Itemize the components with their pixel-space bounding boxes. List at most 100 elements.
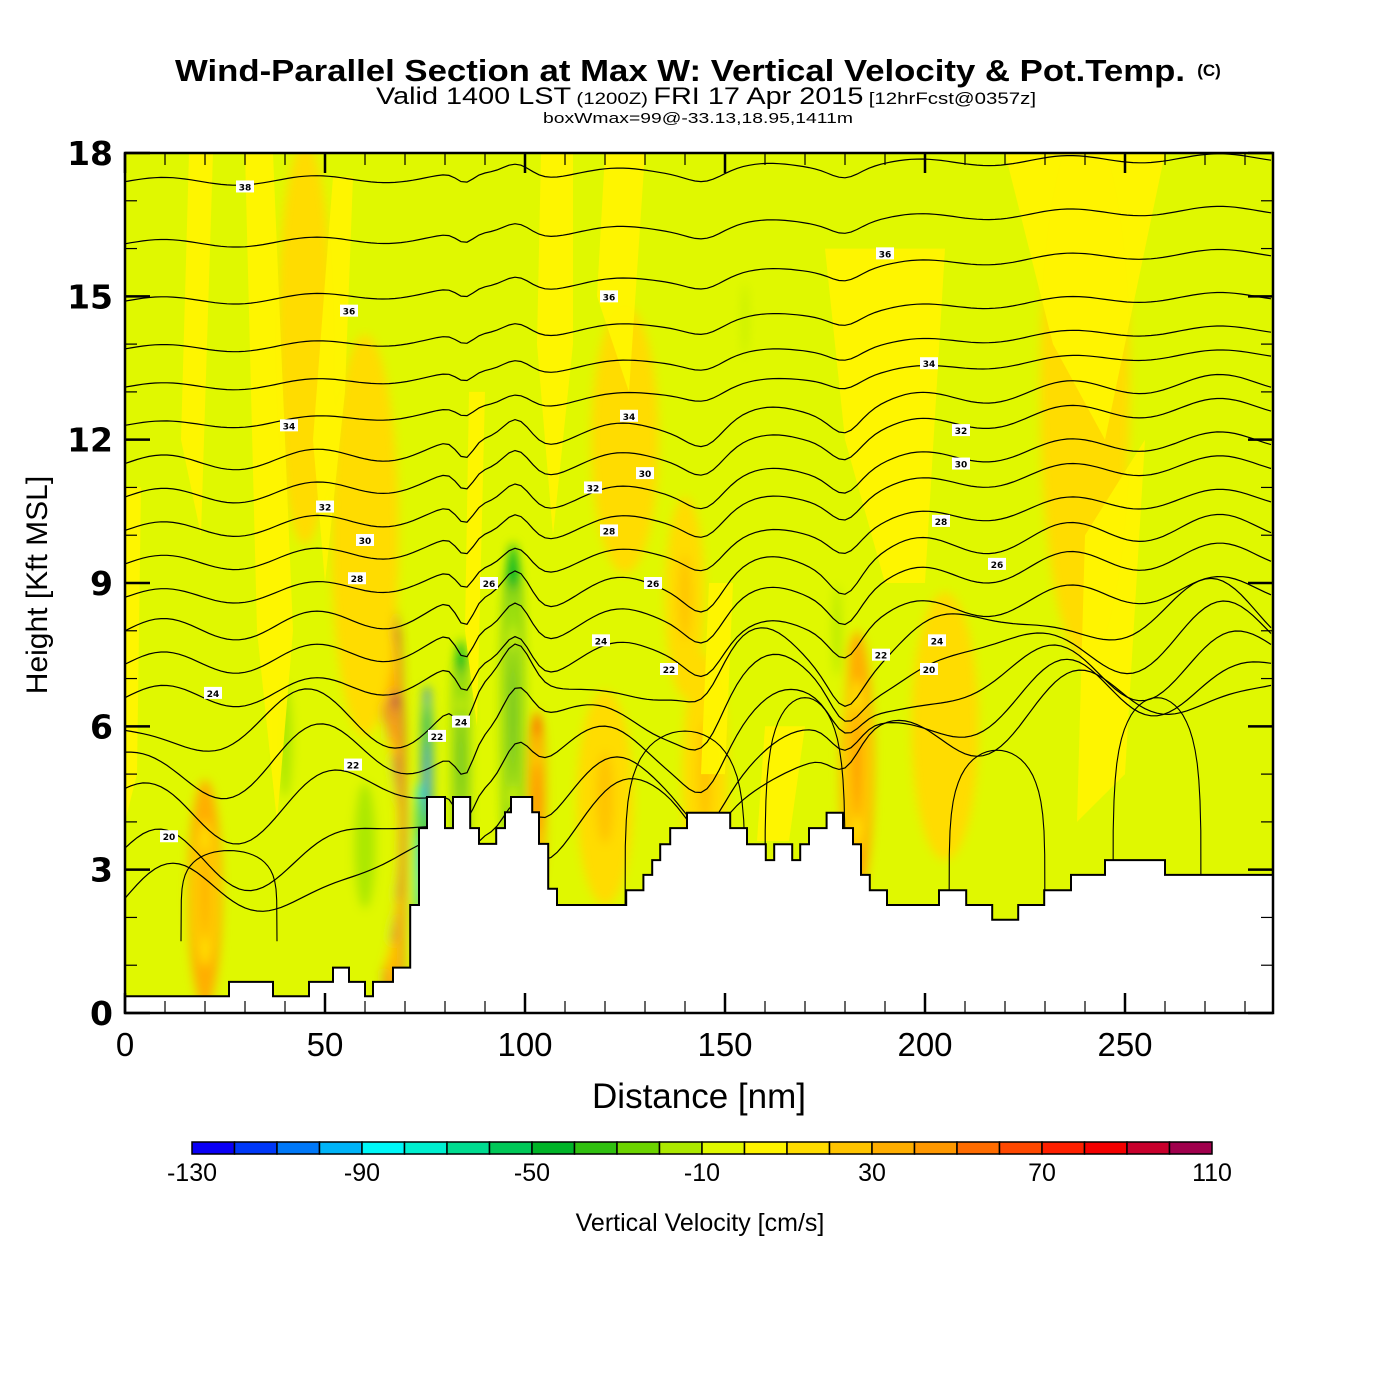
w-feature-core — [614, 382, 636, 497]
contour-label: 20 — [160, 830, 178, 843]
contour-label-bg — [952, 424, 970, 437]
subtitle-utc: (1200Z) — [576, 89, 648, 108]
x-tick-label: 100 — [497, 1026, 552, 1063]
copyright-badge: (C) — [1197, 61, 1221, 80]
colorbar: -130 -90 -50 -10 30 70 110 — [167, 1141, 1232, 1187]
contour-label-text: 32 — [587, 484, 600, 494]
contour-label-text: 28 — [603, 527, 616, 537]
theta-contour-29 — [125, 455, 1272, 571]
contour-label: 24 — [928, 634, 946, 647]
contour-label-bg — [480, 577, 498, 589]
contour-label: 32 — [584, 481, 602, 494]
theta-contour-31 — [125, 397, 1272, 504]
contour-label-text: 28 — [351, 575, 364, 585]
contour-label-text: 32 — [319, 504, 332, 514]
y-tick-label: 15 — [67, 277, 113, 316]
contour-label-bg — [660, 663, 678, 675]
w-feature-core — [596, 752, 614, 844]
y-tick-label: 0 — [90, 994, 113, 1033]
contour-label: 28 — [932, 514, 950, 528]
colorbar-swatch — [531, 1141, 576, 1155]
contour-label: 26 — [988, 557, 1006, 571]
theta-contour-34 — [125, 325, 1272, 391]
theta-contour-23 — [125, 600, 1272, 800]
w-band-yellow — [465, 391, 485, 727]
contour-label: 20 — [920, 663, 938, 676]
chart-subtitle-2: boxWmax=99@-33.13,18.95,1411m — [543, 110, 853, 127]
colorbar-tick-label: 30 — [858, 1159, 886, 1187]
contour-label-bg — [600, 290, 618, 303]
contour-label-bg — [636, 467, 654, 480]
w-band-yellow — [701, 583, 733, 775]
w-band-yellow — [825, 248, 945, 583]
contour-label: 22 — [872, 648, 890, 662]
contour-label-text: 36 — [879, 250, 892, 260]
colorbar-swatch — [276, 1141, 321, 1155]
theta-contour-dome — [180, 850, 278, 942]
x-tick-label: 50 — [307, 1026, 344, 1063]
contour-label-text: 22 — [663, 666, 676, 676]
w-feature-core — [743, 282, 747, 358]
contour-label-bg — [592, 634, 610, 647]
w-band-yellow — [313, 176, 353, 583]
contour-label-bg — [344, 758, 362, 771]
contour-label-bg — [236, 180, 254, 193]
contour-label: 28 — [348, 572, 366, 585]
contour-label: 36 — [876, 247, 894, 260]
contour-label-text: 26 — [647, 580, 660, 590]
w-feature-core — [678, 554, 692, 641]
colorbar-swatch — [1083, 1141, 1128, 1155]
colorbar-swatch — [701, 1141, 746, 1155]
y-tick-label: 9 — [90, 564, 113, 603]
colorbar-tick-label: -130 — [167, 1159, 217, 1187]
colorbar-swatch — [786, 1141, 831, 1155]
y-tick-label: 18 — [67, 134, 113, 173]
contour-label-bg — [340, 304, 358, 317]
colorbar-swatch — [488, 1141, 533, 1155]
chart-subtitle: Valid 1400 LST (1200Z) FRI 17 Apr 2015 [… — [376, 83, 1036, 110]
theta-contour-dome — [764, 697, 846, 942]
contour-label-text: 24 — [207, 690, 220, 700]
terrain-outline — [125, 796, 1273, 998]
w-band-yellow — [597, 153, 645, 392]
theta-contour-30 — [125, 431, 1272, 538]
contour-label-text: 30 — [639, 470, 652, 480]
theta-contour-28 — [125, 488, 1272, 604]
terrain-fill — [125, 797, 1273, 1013]
colorbar-swatch — [1168, 1141, 1213, 1155]
colorbar-swatch — [616, 1141, 661, 1155]
colorbar-swatch — [1126, 1141, 1171, 1155]
w-band-yellow — [245, 153, 293, 822]
w-feature-core — [934, 669, 956, 784]
colorbar-swatch — [998, 1141, 1043, 1155]
contour-label-text: 24 — [931, 637, 944, 647]
contour-label-text: 22 — [875, 652, 888, 662]
colorbar-swatch — [743, 1141, 788, 1155]
contour-label: 22 — [660, 663, 678, 676]
contour-label-text: 20 — [163, 833, 176, 843]
contour-label-bg — [584, 481, 602, 494]
colorbar-swatch — [956, 1141, 1001, 1155]
contour-label-text: 30 — [359, 537, 372, 547]
x-tick-label: 150 — [697, 1026, 752, 1063]
contour-label: 32 — [316, 500, 334, 514]
theta-contour-32 — [125, 373, 1272, 471]
colorbar-swatch — [403, 1141, 448, 1155]
contour-label: 30 — [356, 534, 374, 547]
x-axis-label: Distance [nm] — [592, 1077, 806, 1116]
contour-label-bg — [452, 715, 470, 728]
theta-contour-dome — [624, 730, 746, 942]
colorbar-swatch — [1041, 1141, 1086, 1155]
theta-contour-22 — [125, 630, 1272, 845]
contour-label-bg — [316, 500, 334, 513]
contour-label-text: 30 — [955, 461, 968, 471]
colorbar-tick-label: -10 — [684, 1159, 720, 1187]
colorbar-swatch — [361, 1141, 406, 1155]
colorbar-tick-label: 70 — [1028, 1159, 1056, 1187]
colorbar-swatch — [913, 1141, 958, 1155]
contour-label-bg — [160, 830, 178, 843]
contour-label: 24 — [592, 634, 610, 647]
contour-label-bg — [988, 557, 1006, 570]
contour-label-text: 34 — [623, 413, 636, 423]
w-feature-core — [199, 844, 211, 943]
